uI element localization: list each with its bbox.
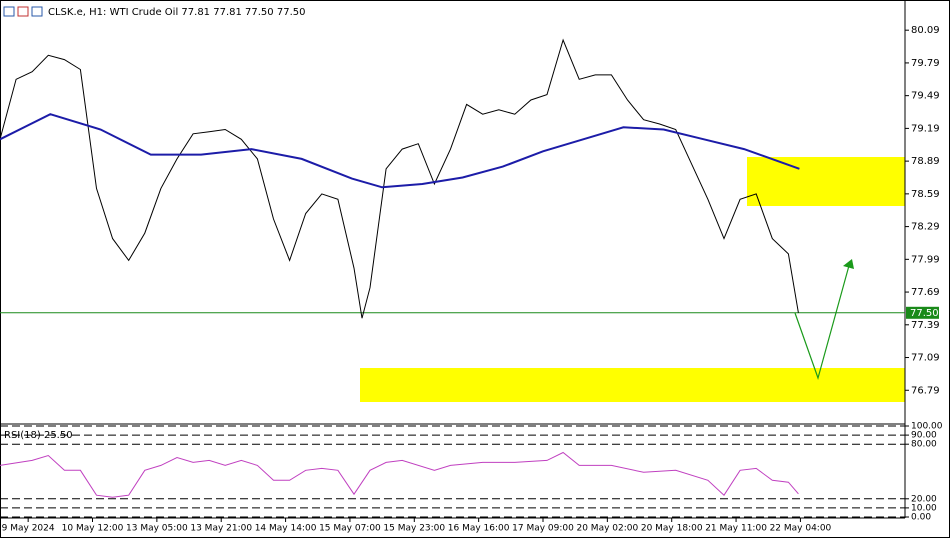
projection-arrow — [794, 261, 851, 380]
y-tick-label: 79.49 — [911, 91, 940, 102]
icon — [31, 6, 43, 17]
y-tick-label: 77.99 — [911, 254, 940, 265]
series-line — [0, 38, 799, 319]
x-tick-label: 20 May 18:00 — [641, 524, 703, 534]
last-price-box — [906, 306, 939, 319]
chart-title: CLSK.e, H1: WTI Crude Oil 77.81 77.81 77… — [48, 7, 305, 18]
support-zone — [360, 368, 905, 402]
y-tick-label: 20.00 — [911, 494, 937, 504]
x-tick-label: 13 May 05:00 — [126, 524, 188, 534]
arrow-head — [843, 259, 854, 269]
y-tick-label: 80.00 — [911, 440, 937, 450]
icon — [17, 6, 29, 17]
x-tick-label: 15 May 07:00 — [319, 524, 381, 534]
x-tick-label: 22 May 04:00 — [770, 524, 832, 534]
x-tick-label: 10 May 12:00 — [62, 524, 124, 534]
series-line — [0, 451, 799, 498]
series-line — [0, 113, 800, 189]
y-tick-label: 79.79 — [911, 58, 940, 69]
last-price-label: 77.50 — [910, 308, 939, 319]
y-tick-label: 78.89 — [911, 156, 940, 167]
x-tick-label: 9 May 2024 — [2, 524, 55, 534]
x-tick-label: 17 May 09:00 — [512, 524, 574, 534]
y-tick-label: 78.29 — [911, 222, 940, 233]
icon — [3, 6, 15, 17]
y-tick-label: 90.00 — [911, 431, 937, 441]
x-tick-label: 13 May 21:00 — [190, 524, 252, 534]
y-tick-label: 77.39 — [911, 320, 940, 331]
y-tick-label: 78.59 — [911, 189, 940, 200]
y-tick-label: 100.00 — [911, 422, 943, 432]
y-tick-label: 77.69 — [911, 287, 940, 298]
y-tick-label: 77.09 — [911, 353, 940, 364]
y-tick-label: 80.09 — [911, 25, 940, 36]
y-tick-label: 79.19 — [911, 123, 940, 134]
x-tick-label: 16 May 16:00 — [448, 524, 510, 534]
x-tick-label: 21 May 11:00 — [705, 524, 767, 534]
x-tick-label: 20 May 02:00 — [576, 524, 638, 534]
x-tick-label: 15 May 23:00 — [383, 524, 445, 534]
x-tick-label: 14 May 14:00 — [255, 524, 317, 534]
resistance-zone — [747, 157, 905, 206]
y-tick-label: 0.00 — [911, 513, 931, 523]
y-tick-label: 10.00 — [911, 503, 937, 513]
y-tick-label: 76.79 — [911, 385, 940, 396]
